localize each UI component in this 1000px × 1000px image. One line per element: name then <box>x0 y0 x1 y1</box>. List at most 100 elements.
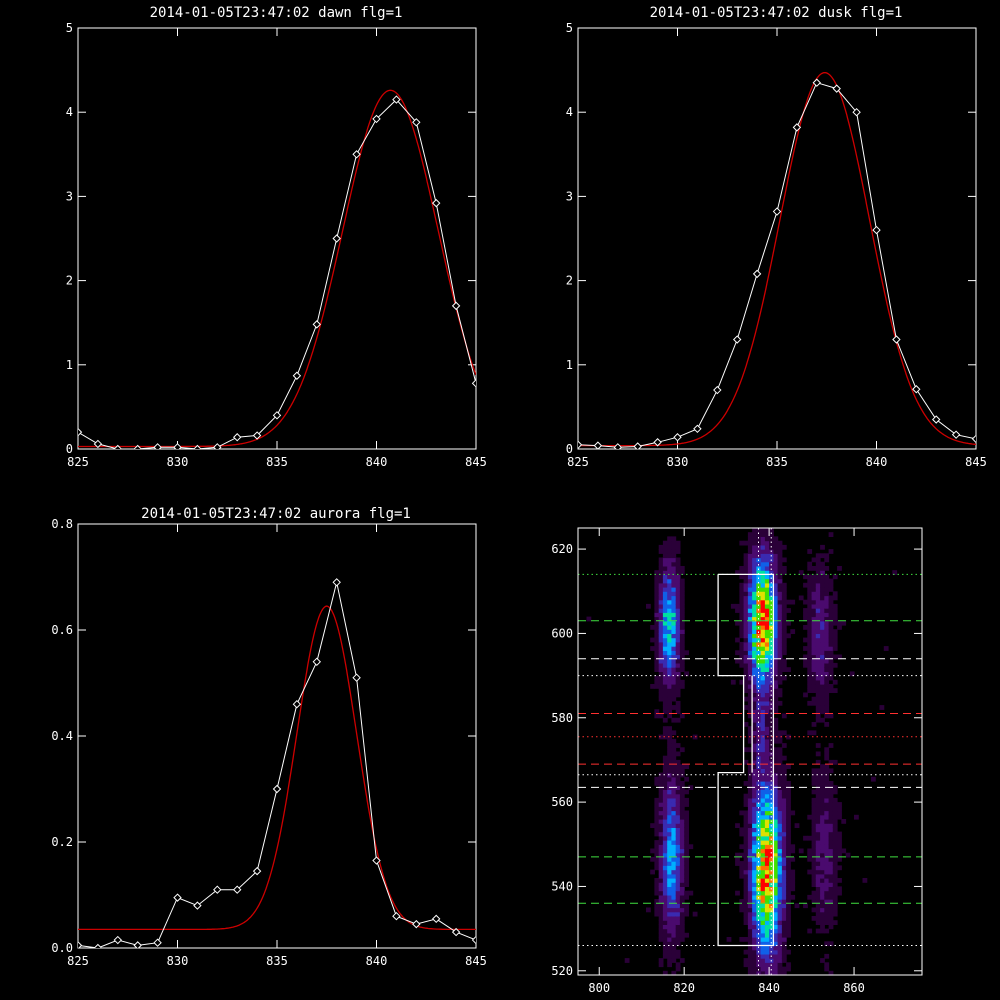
aurora-plot-area <box>78 578 476 948</box>
dawn-ytick-label: 0 <box>66 442 73 456</box>
dawn-data-point <box>213 443 222 449</box>
dawn-data-point <box>471 379 476 388</box>
dawn-data-point <box>153 443 162 449</box>
dawn-data-line <box>78 98 476 449</box>
dawn-data-point <box>113 444 123 449</box>
dawn-data-point <box>232 433 242 442</box>
dawn-ytick-label: 3 <box>66 189 73 203</box>
aurora-data-point <box>272 784 282 794</box>
dusk-xtick-label: 835 <box>766 455 788 469</box>
dusk-data-point <box>931 415 941 424</box>
dusk-data-point <box>872 225 881 235</box>
aurora-data-point <box>352 673 361 682</box>
aurora-axes-frame <box>77 523 477 949</box>
dawn-data-point <box>133 444 142 449</box>
dusk-data-point <box>852 107 861 117</box>
dusk-data-point <box>951 430 961 439</box>
dusk-data-point <box>832 84 841 93</box>
dawn-xtick-label: 825 <box>67 455 89 469</box>
aurora-data-point <box>193 901 202 910</box>
aurora-data-point <box>451 927 461 937</box>
aurora-fit-curve <box>78 605 476 931</box>
spectrogram-ytick-label: 560 <box>551 795 573 809</box>
dusk-xtick-label: 830 <box>667 455 689 469</box>
panel-dawn: 2014-01-05T23:47:02 dawn flg=1 825 830 835… <box>66 5 487 469</box>
dawn-data-point <box>252 431 262 440</box>
aurora-data-point <box>292 699 302 709</box>
aurora-data-point <box>93 943 103 948</box>
dawn-fit-curve <box>78 89 476 448</box>
aurora-xtick-label: 825 <box>67 954 89 968</box>
dawn-xtick-label: 840 <box>366 455 388 469</box>
dawn-xtick-label: 845 <box>465 455 487 469</box>
dawn-ytick-label: 5 <box>66 21 73 35</box>
dawn-data-point <box>352 150 361 159</box>
dusk-data-point <box>732 335 742 344</box>
aurora-ytick-label: 0.4 <box>51 729 73 743</box>
dusk-ytick-label: 0 <box>566 442 573 456</box>
dawn-data-point <box>312 320 322 329</box>
dawn-data-point <box>372 114 381 124</box>
aurora-data-point <box>372 856 381 865</box>
dusk-data-point <box>912 385 921 394</box>
spectrogram-window-outline <box>717 573 775 947</box>
aurora-data-point <box>173 893 182 902</box>
dawn-data-point <box>93 439 103 449</box>
aurora-ytick-label: 0.0 <box>51 941 73 955</box>
aurora-data-point <box>78 941 83 948</box>
dawn-xtick-label: 830 <box>167 455 189 469</box>
aurora-xtick-label: 830 <box>167 954 189 968</box>
aurora-data-point <box>133 941 142 948</box>
dawn-xtick-label: 835 <box>266 455 288 469</box>
panel-dawn-title: 2014-01-05T23:47:02 dawn flg=1 <box>150 5 403 21</box>
dawn-ytick-label: 1 <box>66 358 73 372</box>
spectrogram-axes-frame <box>577 527 923 976</box>
spectrogram-ytick-label: 540 <box>551 879 573 893</box>
panel-aurora-title: 2014-01-05T23:47:02 aurora flg=1 <box>141 506 411 522</box>
dusk-ytick-label: 5 <box>566 21 573 35</box>
dusk-ytick-label: 1 <box>566 358 573 372</box>
dusk-plot-area <box>578 71 976 449</box>
dawn-data-point <box>78 427 83 437</box>
dawn-axes-frame <box>77 27 477 450</box>
aurora-data-point <box>213 885 222 894</box>
aurora-data-point <box>153 938 162 947</box>
dusk-data-point <box>892 335 901 344</box>
aurora-ytick-label: 0.8 <box>51 517 73 531</box>
dusk-data-point <box>578 440 583 449</box>
dusk-data-point <box>693 424 702 433</box>
spectrogram-xtick-label: 840 <box>758 981 780 995</box>
spectrogram-xtick-label: 800 <box>588 981 610 995</box>
spectrogram-xtick-label: 860 <box>843 981 865 995</box>
panel-dusk-title: 2014-01-05T23:47:02 dusk flg=1 <box>650 5 903 21</box>
aurora-ytick-label: 0.2 <box>51 835 73 849</box>
dusk-xtick-label: 840 <box>866 455 888 469</box>
panel-dusk: 2014-01-05T23:47:02 dusk flg=1 825 830 835… <box>566 5 987 469</box>
dusk-data-point <box>593 441 603 449</box>
aurora-data-point <box>312 657 322 667</box>
aurora-xtick-label: 835 <box>266 954 288 968</box>
spectrogram-ytick-label: 520 <box>551 964 573 978</box>
dusk-ytick-label: 4 <box>566 105 573 119</box>
dusk-data-point <box>772 207 782 216</box>
aurora-xtick-label: 840 <box>366 954 388 968</box>
aurora-data-point <box>252 866 262 876</box>
dawn-data-point <box>392 95 401 104</box>
aurora-data-point <box>471 935 476 945</box>
aurora-data-line <box>78 582 476 948</box>
dawn-data-point <box>412 118 421 127</box>
dusk-data-point <box>792 123 802 132</box>
dusk-data-point <box>613 443 623 449</box>
spectrogram-ytick-label: 580 <box>551 711 573 725</box>
dawn-data-point <box>431 198 441 208</box>
spectrogram-ytick-label: 600 <box>551 626 573 640</box>
dusk-data-point <box>633 442 642 449</box>
dawn-data-point <box>272 411 282 420</box>
spectrogram-heatmap-cells <box>586 528 898 976</box>
dusk-data-point <box>653 438 662 447</box>
dawn-ytick-label: 2 <box>66 274 73 288</box>
dusk-data-point <box>812 78 822 87</box>
dawn-plot-area <box>78 89 476 449</box>
dawn-data-point <box>451 301 461 311</box>
